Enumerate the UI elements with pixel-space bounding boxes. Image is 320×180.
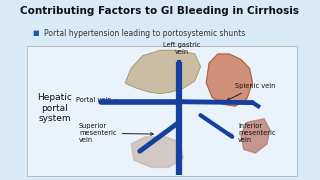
- Text: Inferior
mesenteric
vein: Inferior mesenteric vein: [228, 123, 276, 143]
- FancyBboxPatch shape: [27, 46, 297, 176]
- Polygon shape: [206, 54, 252, 106]
- Polygon shape: [241, 119, 270, 153]
- Polygon shape: [131, 137, 183, 167]
- Text: Splenic vein: Splenic vein: [227, 83, 276, 100]
- Text: Portal hypertension leading to portosystemic shunts: Portal hypertension leading to portosyst…: [44, 29, 246, 38]
- Text: Superior
mesenteric
vein: Superior mesenteric vein: [79, 123, 153, 143]
- Text: Contributing Factors to GI Bleeding in Cirrhosis: Contributing Factors to GI Bleeding in C…: [20, 6, 300, 16]
- Text: ■: ■: [32, 30, 39, 36]
- Text: Left gastric
vein: Left gastric vein: [163, 42, 200, 72]
- Text: Portal vein: Portal vein: [76, 97, 118, 103]
- Polygon shape: [125, 50, 200, 94]
- Text: Hepatic
portal
system: Hepatic portal system: [37, 93, 72, 123]
